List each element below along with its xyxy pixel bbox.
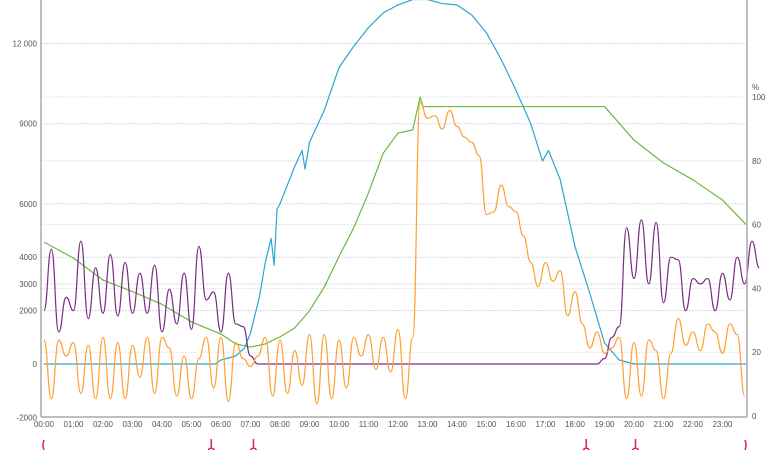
x-tick-label: 07:00 (240, 420, 261, 429)
right-tick-label: 40 (752, 284, 761, 293)
event-marker (249, 439, 258, 450)
x-tick-label: 05:00 (181, 420, 202, 429)
x-tick-label: 12:00 (388, 420, 409, 429)
left-tick-label: 4000 (19, 253, 37, 262)
series-layer (43, 0, 760, 405)
x-tick-label: 01:00 (63, 420, 84, 429)
x-tick-label: 08:00 (270, 420, 291, 429)
x-tick-label: 02:00 (93, 420, 114, 429)
event-marker (42, 439, 45, 450)
left-tick-label: 6000 (19, 200, 37, 209)
right-tick-label: 100 (752, 93, 766, 102)
x-tick-label: 13:00 (417, 420, 438, 429)
x-tick-label: 10:00 (329, 420, 350, 429)
event-marker (631, 439, 640, 450)
event-marker (582, 439, 590, 450)
x-tick-label: 09:00 (299, 420, 320, 429)
right-tick-label: 20 (752, 348, 761, 357)
x-tick-label: 22:00 (683, 420, 704, 429)
right-tick-label: 80 (752, 157, 761, 166)
left-tick-label: -2000 (17, 413, 38, 422)
x-tick-label: 06:00 (211, 420, 232, 429)
x-tick-label: 20:00 (624, 420, 645, 429)
event-marker (207, 439, 215, 450)
x-tick-label: 03:00 (122, 420, 143, 429)
series-line-solar (44, 0, 747, 365)
x-tick-label: 16:00 (506, 420, 527, 429)
x-tick-label: 04:00 (152, 420, 173, 429)
event-markers (42, 439, 747, 450)
right-tick-label: 0 (752, 412, 757, 421)
series-line-battery-soc (43, 96, 747, 348)
left-tick-label: 3000 (19, 280, 37, 289)
axes: -2000 0 2000 3000 4000 6000 9000 12 000 0 20 40 60 8… (13, 0, 766, 429)
gridlines (41, 43, 747, 365)
right-tick-label: 60 (752, 221, 761, 230)
x-tick-label: 14:00 (447, 420, 468, 429)
x-tick-label: 23:00 (712, 420, 733, 429)
right-axis-unit: % (752, 83, 759, 92)
x-tick-label: 00:00 (34, 420, 55, 429)
x-tick-label: 19:00 (594, 420, 615, 429)
left-tick-label: 9000 (19, 120, 37, 129)
event-marker (744, 439, 747, 450)
left-tick-label: 0 (33, 360, 38, 369)
series-line-consumption-balance (43, 101, 746, 405)
series-line-grid (43, 219, 760, 365)
left-tick-label: 12 000 (13, 40, 38, 49)
x-tick-label: 11:00 (359, 420, 379, 429)
x-tick-label: 21:00 (653, 420, 674, 429)
left-tick-label: 2000 (19, 307, 37, 316)
x-tick-label: 17:00 (535, 420, 556, 429)
x-tick-label: 15:00 (476, 420, 497, 429)
x-tick-label: 18:00 (565, 420, 586, 429)
